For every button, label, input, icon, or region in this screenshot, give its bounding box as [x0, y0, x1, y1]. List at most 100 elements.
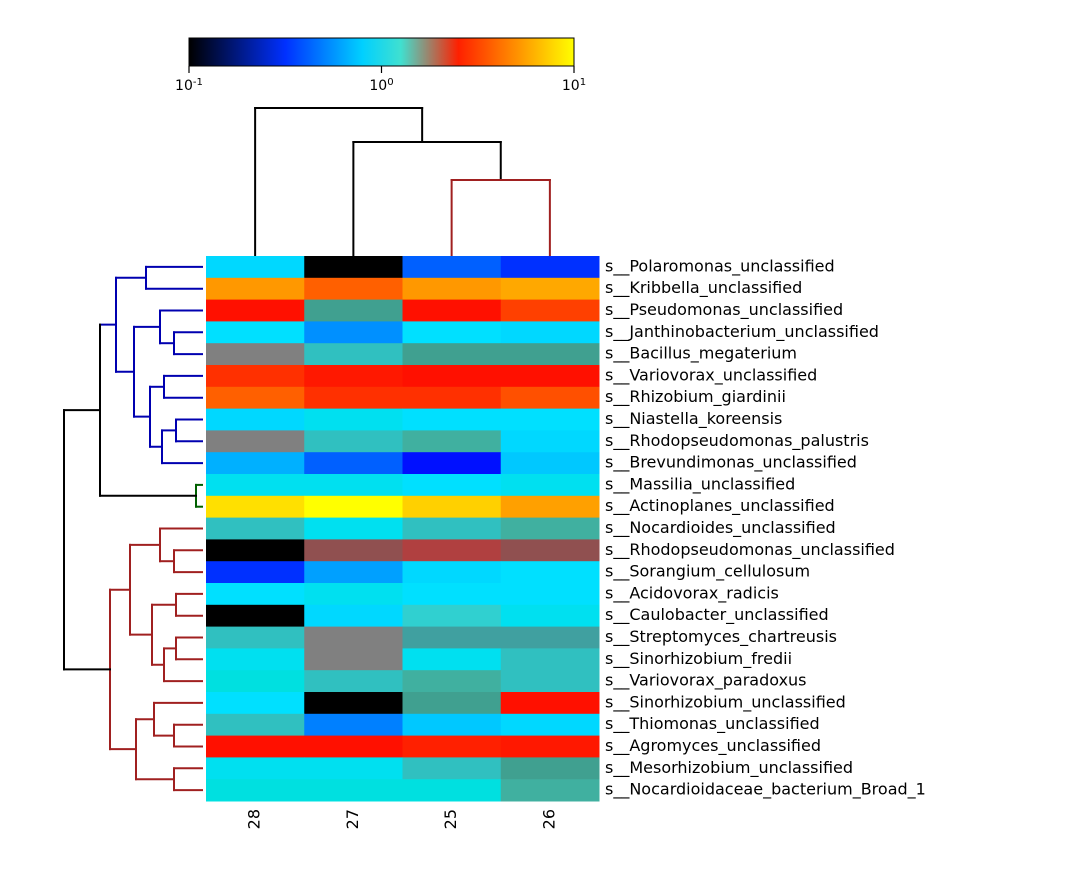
heatmap-cell [403, 409, 502, 431]
heatmap-cell [206, 278, 305, 300]
heatmap-cell [403, 779, 502, 801]
heatmap-cell [304, 430, 403, 452]
heatmap-cell [304, 692, 403, 714]
heatmap-cell [403, 757, 502, 779]
heatmap-cell [501, 648, 600, 670]
heatmap-cell [501, 627, 600, 649]
clustermap-svg: 10-1100101s__Polaromonas_unclassifieds__… [0, 0, 1080, 878]
heatmap-cell [304, 387, 403, 409]
heatmap-cell [206, 779, 305, 801]
heatmap-cell [403, 539, 502, 561]
row-label: s__Sinorhizobium_unclassified [605, 692, 846, 712]
row-label: s__Pseudomonas_unclassified [605, 300, 843, 320]
heatmap-cell [403, 496, 502, 518]
colorbar [189, 38, 574, 66]
heatmap-cell [501, 736, 600, 758]
heatmap-cell [403, 474, 502, 496]
heatmap-cell [501, 757, 600, 779]
heatmap-cell [206, 605, 305, 627]
heatmap-cell [304, 539, 403, 561]
colorbar-tick-label: 100 [369, 77, 393, 95]
heatmap-cell [501, 343, 600, 365]
heatmap-cell [501, 605, 600, 627]
row-label: s__Streptomyces_chartreusis [605, 627, 837, 647]
heatmap-cell [206, 714, 305, 736]
heatmap-cell [206, 321, 305, 343]
heatmap-cell [206, 670, 305, 692]
heatmap-cell [206, 365, 305, 387]
heatmap-cell [304, 627, 403, 649]
heatmap-cell [501, 365, 600, 387]
row-label: s__Nocardioides_unclassified [605, 518, 836, 538]
row-label: s__Rhodopseudomonas_palustris [605, 431, 869, 451]
heatmap-cell [403, 583, 502, 605]
heatmap-cell [206, 343, 305, 365]
row-label: s__Sinorhizobium_fredii [605, 649, 792, 669]
heatmap-cell [206, 409, 305, 431]
row-dendrogram [64, 267, 202, 790]
heatmap-cell [304, 452, 403, 474]
heatmap-cell [304, 714, 403, 736]
heatmap-cell [501, 256, 600, 278]
heatmap-cell [501, 430, 600, 452]
heatmap-cell [304, 365, 403, 387]
heatmap-cell [304, 474, 403, 496]
heatmap-cell [206, 518, 305, 540]
heatmap-cell [403, 648, 502, 670]
colorbar-tick-label: 101 [562, 77, 586, 95]
heatmap-cell [206, 300, 305, 322]
row-label: s__Kribbella_unclassified [605, 278, 802, 298]
heatmap-cell [501, 583, 600, 605]
row-label: s__Actinoplanes_unclassified [605, 496, 835, 516]
row-label: s__Mesorhizobium_unclassified [605, 758, 853, 778]
heatmap-cell [206, 692, 305, 714]
heatmap-cell [501, 387, 600, 409]
heatmap-cell [304, 343, 403, 365]
row-label: s__Variovorax_unclassified [605, 365, 817, 385]
row-label: s__Agromyces_unclassified [605, 736, 821, 756]
heatmap-cell [206, 452, 305, 474]
heatmap-cell [304, 256, 403, 278]
heatmap-cell [304, 561, 403, 583]
heatmap-cell [403, 714, 502, 736]
row-label: s__Janthinobacterium_unclassified [605, 322, 879, 342]
heatmap-cell [206, 496, 305, 518]
heatmap-cell [403, 321, 502, 343]
heatmap-cell [501, 779, 600, 801]
colorbar-tick-label: 10-1 [175, 77, 203, 95]
heatmap-cell [206, 757, 305, 779]
heatmap-cell [501, 714, 600, 736]
heatmap-cell [501, 518, 600, 540]
heatmap-cell [403, 605, 502, 627]
row-label: s__Massilia_unclassified [605, 474, 795, 494]
heatmap-cell [501, 474, 600, 496]
heatmap-cell [304, 583, 403, 605]
heatmap-cell [403, 692, 502, 714]
heatmap-cell [206, 583, 305, 605]
heatmap-cell [304, 278, 403, 300]
heatmap-cell [403, 452, 502, 474]
heatmap-cell [304, 779, 403, 801]
row-label: s__Brevundimonas_unclassified [605, 453, 857, 473]
heatmap-cell [501, 278, 600, 300]
row-label: s__Nocardioidaceae_bacterium_Broad_1 [605, 780, 926, 800]
heatmap-cell [304, 757, 403, 779]
heatmap-cell [403, 561, 502, 583]
heatmap-cell [304, 605, 403, 627]
row-label: s__Niastella_koreensis [605, 409, 782, 429]
heatmap-cell [501, 692, 600, 714]
heatmap-cell [403, 627, 502, 649]
heatmap-cell [206, 256, 305, 278]
column-dendrogram [255, 108, 550, 256]
heatmap-cell [304, 670, 403, 692]
row-label: s__Polaromonas_unclassified [605, 256, 835, 276]
heatmap-cell [304, 496, 403, 518]
heatmap-cell [403, 518, 502, 540]
heatmap-cell [501, 300, 600, 322]
heatmap-cell [304, 648, 403, 670]
heatmap [206, 256, 600, 802]
heatmap-cell [206, 648, 305, 670]
heatmap-cell [206, 736, 305, 758]
heatmap-cell [206, 539, 305, 561]
column-label: 28 [245, 809, 264, 829]
